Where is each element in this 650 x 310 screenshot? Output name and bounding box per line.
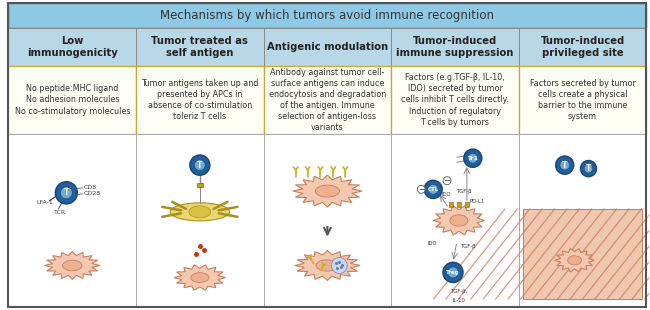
Text: TGF-β: TGF-β [457,189,473,194]
Text: T: T [197,161,203,170]
Text: T: T [562,161,567,170]
Ellipse shape [189,206,211,218]
Text: PD-L1: PD-L1 [470,199,485,204]
Text: IL-10: IL-10 [453,298,466,303]
Text: −: − [443,176,450,185]
Bar [523,209,642,299]
Bar [264,134,391,307]
Text: Treg: Treg [446,270,460,275]
Bar [465,202,469,206]
Text: TGF-β: TGF-β [461,244,476,249]
Circle shape [443,177,451,185]
Text: Tumor-induced
privileged site: Tumor-induced privileged site [540,36,625,58]
Text: T: T [64,188,69,197]
Bar [136,28,264,66]
Polygon shape [555,249,595,272]
Bar [519,66,646,134]
Text: IDO: IDO [441,192,450,197]
Ellipse shape [62,260,82,271]
Polygon shape [433,206,485,235]
Bar [391,28,519,66]
Bar [457,202,461,206]
Text: TCR: TCR [55,210,66,215]
Circle shape [194,160,205,171]
Circle shape [468,153,478,163]
Text: Tumor-induced
immune suppression: Tumor-induced immune suppression [396,36,514,58]
Bar [8,3,646,28]
Polygon shape [294,250,360,281]
Text: Factors secreted by tumor
cells create a physical
barrier to the immune
system: Factors secreted by tumor cells create a… [530,79,636,121]
Circle shape [190,155,210,175]
Text: TGF-β,: TGF-β, [451,289,468,294]
Bar [519,28,646,66]
Circle shape [580,161,597,177]
Bar [8,66,136,134]
Ellipse shape [450,215,468,226]
Bar [136,66,264,134]
Polygon shape [292,175,362,207]
Ellipse shape [191,273,209,282]
Ellipse shape [170,203,229,221]
Bar [264,28,391,66]
Circle shape [55,182,77,204]
Circle shape [560,160,569,170]
Ellipse shape [316,260,339,271]
Circle shape [60,187,72,199]
Polygon shape [45,251,100,280]
Polygon shape [174,265,226,290]
Text: Low
immunogenicity: Low immunogenicity [27,36,118,58]
Circle shape [443,262,463,282]
Text: Factors (e.g.TGF-β, IL-10,
IDO) secreted by tumor
cells inhibit T cells directly: Factors (e.g.TGF-β, IL-10, IDO) secreted… [401,73,509,127]
Ellipse shape [567,256,582,265]
Text: Tumor antigens taken up and
presented by APCs in
absence of co-stimulation
toler: Tumor antigens taken up and presented by… [141,79,259,121]
Ellipse shape [315,185,339,197]
Text: CD8: CD8 [83,185,96,190]
Text: Tumor treated as
self antigen: Tumor treated as self antigen [151,36,248,58]
Bar [8,134,136,307]
Circle shape [584,164,593,173]
Text: No peptide:MHC ligand
No adhesion molecules
No co-stimulatory molecules: No peptide:MHC ligand No adhesion molecu… [14,84,130,116]
Text: IDO: IDO [427,241,437,246]
Circle shape [448,267,458,278]
Circle shape [556,156,574,174]
Text: Antibody against tumor cell-
surface antigens can induce
endocytosis and degrada: Antibody against tumor cell- surface ant… [269,68,386,132]
Bar [523,209,642,299]
Text: LFA-1: LFA-1 [36,200,53,205]
Text: CD28: CD28 [83,191,100,196]
Bar [8,28,136,66]
Bar [391,134,519,307]
Bar [197,183,203,187]
Bar [136,134,264,307]
Bar [264,66,391,134]
Circle shape [428,184,438,194]
Bar [449,202,453,206]
Text: T: T [586,164,591,173]
Circle shape [424,180,442,198]
Text: Antigenic modulation: Antigenic modulation [267,42,388,52]
Text: Mechanisms by which tumors avoid immune recognition: Mechanisms by which tumors avoid immune … [161,9,495,22]
Circle shape [464,149,482,167]
Bar [519,134,646,307]
Circle shape [417,185,425,193]
Text: Tr1: Tr1 [467,156,478,161]
Text: CTL: CTL [428,187,439,192]
Text: −: − [418,185,425,194]
Bar [391,66,519,134]
Circle shape [332,258,347,273]
